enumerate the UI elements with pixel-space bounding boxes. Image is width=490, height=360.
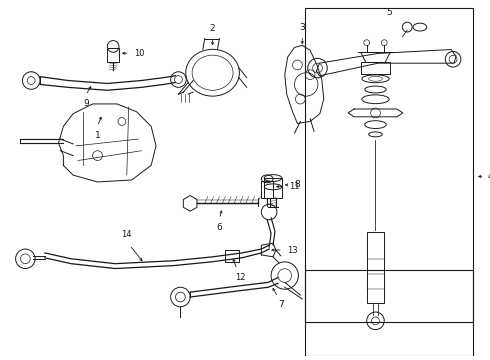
Bar (305, 8, 473, 322)
Bar (225, 250, 239, 262)
Bar (305, 270, 473, 356)
Text: 9: 9 (83, 99, 89, 108)
Text: 4: 4 (488, 172, 490, 181)
Text: 3: 3 (299, 23, 305, 32)
Text: 10: 10 (134, 49, 144, 58)
Text: 8: 8 (294, 180, 300, 189)
Bar (367, 232, 384, 303)
Text: 2: 2 (210, 24, 216, 33)
Bar (107, 48, 119, 62)
Bar (361, 62, 390, 74)
Text: 11: 11 (289, 182, 299, 191)
Bar (264, 178, 282, 198)
Text: 14: 14 (122, 230, 132, 239)
Text: 1: 1 (95, 131, 100, 140)
Text: 6: 6 (217, 223, 222, 232)
Text: 13: 13 (287, 246, 297, 255)
Bar (261, 181, 273, 198)
Text: 12: 12 (235, 273, 245, 282)
Text: 5: 5 (386, 8, 392, 17)
Text: 7: 7 (278, 300, 284, 309)
